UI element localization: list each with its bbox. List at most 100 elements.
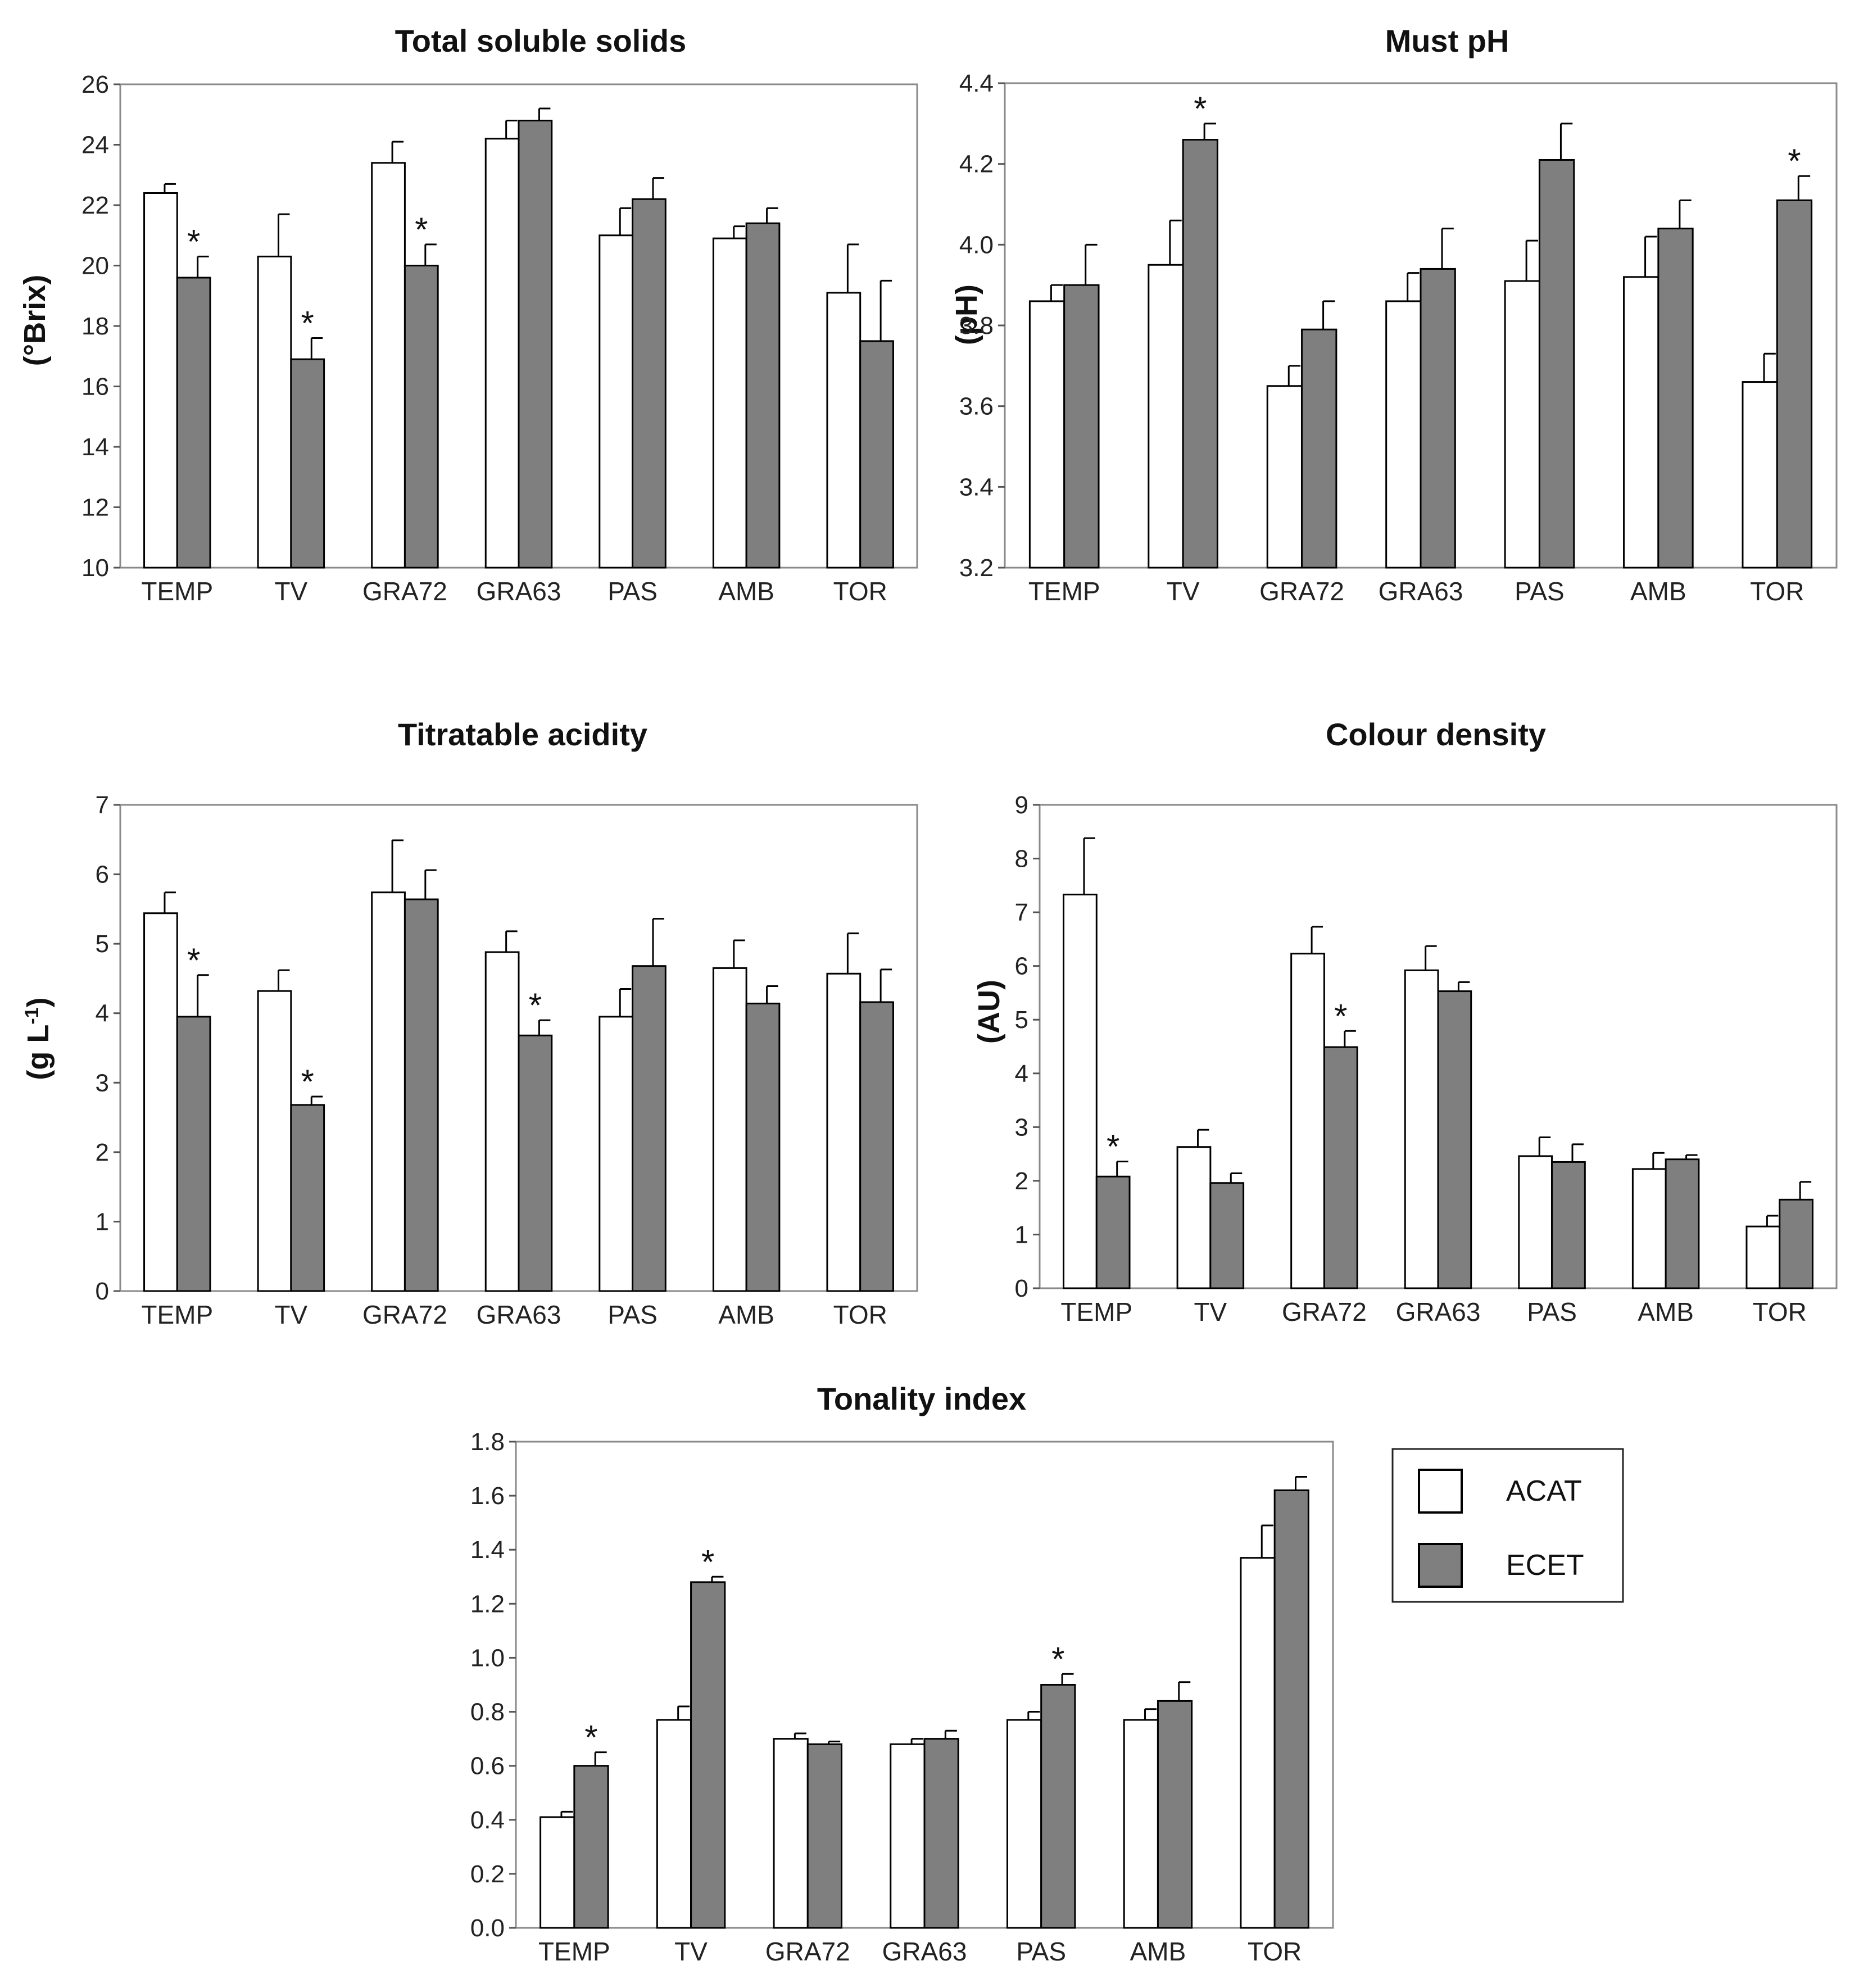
bar-ecet-tv [290,358,325,569]
bar-acat-temp [539,1816,575,1929]
y-tick-label: 0 [1015,1275,1028,1302]
bar-acat-pas [1518,1155,1553,1289]
x-tick-label: TV [674,1937,708,1966]
x-tick-label: PAS [607,577,658,606]
bar-ecet-amb [1657,228,1694,569]
y-tick-label: 4.4 [959,70,994,97]
significance-marker: * [1194,90,1207,128]
y-tick-label: 0.2 [470,1860,505,1888]
bar-acat-tv [257,990,292,1292]
y-tick-label: 2 [96,1139,109,1166]
plot-area: 0 1 2 3 4 5 6 7 * TEMP * TV GRA72 * GRA63 PAS AMB TOR [96,791,918,1329]
bar-ecet-gra63 [518,1034,553,1292]
bar-ecet-amb [1157,1700,1193,1929]
x-tick-label: PAS [1527,1297,1577,1326]
bar-acat-gra63 [484,951,520,1292]
y-tick-label: 8 [1015,845,1028,873]
bar-ecet-gra63 [1437,990,1472,1289]
bar-acat-tor [1745,1225,1781,1289]
bar-acat-tor [826,292,862,569]
panel-title: Total soluble solids [395,23,687,58]
bar-ecet-gra72 [1323,1046,1358,1289]
legend-swatch-acat [1418,1469,1463,1514]
y-tick-label: 3.4 [959,473,994,501]
x-tick-label: GRA72 [765,1937,850,1966]
bar-ecet-amb [1665,1158,1700,1289]
bar-ecet-pas [1040,1684,1076,1929]
y-tick-label: 10 [81,554,109,582]
y-tick-label: 5 [1015,1006,1028,1034]
panel-title: Colour density [1326,717,1546,752]
panel-titratable-acidity: Titratable acidity (g L-1) 0 1 2 3 4 5 6 7 * TEMP… [21,717,918,1329]
y-tick-label: 0.4 [470,1806,505,1834]
x-tick-label: GRA63 [477,1300,561,1329]
bar-acat-pas [1504,280,1540,569]
y-tick-label: 4 [96,1000,109,1027]
bar-ecet-tor [1273,1489,1309,1929]
x-tick-label: PAS [1016,1937,1066,1966]
y-tick-label: 0.6 [470,1752,505,1780]
bar-acat-gra72 [773,1738,809,1929]
y-tick-label: 1 [1015,1221,1028,1248]
y-tick-label: 20 [81,252,109,280]
x-tick-label: TV [1194,1297,1227,1326]
y-tick-label: 24 [81,132,109,159]
y-tick-label: 1.8 [470,1428,505,1456]
panel-title: Tonality index [817,1381,1026,1416]
bar-acat-pas [598,1016,634,1292]
bar-acat-gra63 [1404,969,1439,1289]
significance-marker: * [1334,997,1347,1035]
bar-ecet-temp [176,1016,211,1292]
x-tick-label: TOR [1248,1937,1302,1966]
y-tick-label: 3.6 [959,393,994,420]
bar-acat-gra72 [371,891,406,1292]
plot-area: 3.2 3.4 3.6 3.8 4.0 4.2 4.4 TEMP * TV GRA72 GRA63 PA… [959,70,1838,606]
x-tick-label: TEMP [1060,1297,1132,1326]
y-tick-label: 3 [1015,1113,1028,1141]
y-tick-label: 3.2 [959,554,994,582]
y-axis-label-close: ) [21,997,55,1007]
legend-label-acat: ACAT [1506,1475,1582,1507]
bar-ecet-tor [859,1001,894,1292]
y-tick-label: 1.0 [470,1644,505,1672]
x-tick-label: GRA63 [1396,1297,1481,1326]
bar-ecet-tv [690,1581,726,1929]
y-axis-label: (°Brix) [18,275,52,366]
x-tick-label: GRA72 [1259,577,1344,606]
legend-label-ecet: ECET [1506,1549,1584,1582]
bar-ecet-temp [1095,1175,1131,1289]
y-tick-label: 14 [81,433,109,461]
bar-ecet-tor [859,340,894,569]
legend: ACAT ECET [1391,1448,1624,1603]
significance-marker: * [415,211,428,248]
y-tick-label: 2 [1015,1167,1028,1195]
y-axis-label-main: (g L [21,1025,55,1080]
significance-marker: * [584,1719,597,1756]
x-tick-label: GRA63 [477,577,561,606]
x-tick-label: TV [274,577,307,606]
plot-area: 0.0 0.2 0.4 0.6 0.8 1.0 1.2 1.4 1.6 1.8 * TEMP * TV GR… [470,1428,1334,1966]
x-tick-label: AMB [1630,577,1686,606]
plot-area: 0 1 2 3 4 5 6 7 8 9 * TEMP TV * GRA72 GRA63 PAS AMB TOR [1015,791,1838,1326]
y-axis-label-superscript: -1 [21,1007,43,1024]
bar-acat-tv [656,1719,692,1929]
significance-marker: * [1788,142,1801,180]
bar-acat-pas [598,234,634,569]
bar-ecet-pas [1538,159,1575,569]
bar-acat-amb [1631,1168,1667,1289]
y-tick-label: 12 [81,494,109,522]
y-tick-label: 4.0 [959,231,994,259]
bar-ecet-tor [1779,1198,1813,1289]
bar-ecet-amb [745,222,781,569]
bar-ecet-gra63 [1420,268,1456,569]
y-tick-label: 1.2 [470,1590,505,1618]
y-tick-label: 1 [96,1208,109,1235]
x-tick-label: PAS [1515,577,1565,606]
bar-acat-temp [143,192,178,569]
bar-ecet-temp [1063,284,1100,569]
bar-ecet-gra72 [1301,328,1337,569]
bar-acat-gra63 [484,138,520,569]
y-tick-label: 0.0 [470,1914,505,1942]
bar-acat-amb [1123,1719,1159,1929]
significance-marker: * [1051,1640,1064,1678]
